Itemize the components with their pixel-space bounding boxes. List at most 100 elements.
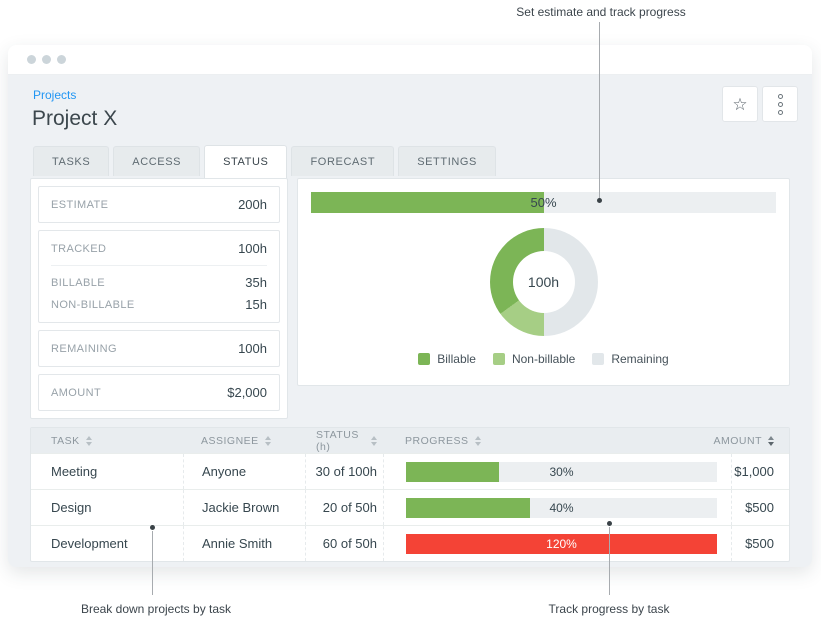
status-cell: 30 of 100h bbox=[305, 454, 383, 489]
assignee-cell: Annie Smith bbox=[183, 526, 305, 561]
status-cell: 60 of 50h bbox=[305, 526, 383, 561]
star-icon: ☆ bbox=[732, 94, 748, 114]
breadcrumb-projects[interactable]: Projects bbox=[33, 88, 77, 102]
remaining-value: 100h bbox=[238, 341, 267, 356]
task-progress-label: 120% bbox=[546, 536, 577, 551]
task-progress-label: 30% bbox=[549, 464, 574, 479]
task-progress-label: 40% bbox=[549, 500, 574, 515]
donut-chart: 100h bbox=[489, 228, 598, 336]
favorite-button[interactable]: ☆ bbox=[722, 86, 758, 122]
tracked-label: TRACKED bbox=[51, 242, 107, 255]
legend-label: Remaining bbox=[611, 352, 669, 366]
billable-value: 35h bbox=[245, 275, 267, 290]
amount-value: $2,000 bbox=[227, 385, 267, 400]
sort-icon bbox=[85, 435, 92, 446]
tasks-table: TASK ASSIGNEE STATUS (h) PROGRESS AMOUNT bbox=[30, 427, 790, 562]
task-progress-fill bbox=[406, 533, 717, 554]
legend-label: Billable bbox=[437, 352, 476, 366]
estimate-label: ESTIMATE bbox=[51, 198, 109, 211]
annotation-track-progress: Track progress by task bbox=[548, 602, 670, 616]
column-label: STATUS (h) bbox=[316, 428, 359, 453]
overall-progress-label: 50% bbox=[530, 195, 557, 210]
column-label: TASK bbox=[51, 434, 80, 447]
stats-panel: ESTIMATE 200h TRACKED 100h BILLABLE 35h bbox=[30, 178, 288, 419]
sort-icon bbox=[474, 435, 481, 446]
estimate-box: ESTIMATE 200h bbox=[38, 186, 280, 223]
task-progress-fill bbox=[406, 497, 531, 518]
column-header-status[interactable]: STATUS (h) bbox=[305, 429, 383, 453]
estimate-value: 200h bbox=[238, 197, 267, 212]
amount-cell: $500 bbox=[731, 526, 789, 561]
overall-progress-fill bbox=[311, 192, 544, 213]
table-row[interactable]: Development Annie Smith 60 of 50h 120% $… bbox=[31, 525, 789, 561]
tracked-box: TRACKED 100h BILLABLE 35h NON-BILLABLE 1… bbox=[38, 230, 280, 323]
column-header-progress[interactable]: PROGRESS bbox=[383, 435, 714, 447]
column-label: ASSIGNEE bbox=[201, 434, 259, 447]
table-row[interactable]: Design Jackie Brown 20 of 50h 40% $500 bbox=[31, 489, 789, 525]
remaining-swatch-icon bbox=[592, 353, 605, 365]
overall-progress-bar: 50% bbox=[311, 192, 776, 213]
page-title: Project X bbox=[32, 107, 118, 130]
donut-center-label: 100h bbox=[512, 251, 575, 313]
window-dot-icon bbox=[57, 55, 66, 64]
task-cell: Meeting bbox=[51, 464, 98, 479]
column-header-assignee[interactable]: ASSIGNEE bbox=[183, 435, 305, 447]
non-billable-label: NON-BILLABLE bbox=[51, 298, 135, 311]
task-cell: Design bbox=[51, 500, 92, 515]
legend-item-billable: Billable bbox=[418, 352, 476, 366]
tab-status[interactable]: STATUS bbox=[204, 145, 288, 178]
annotation-line-bottom-right bbox=[609, 527, 610, 595]
remaining-label: REMAINING bbox=[51, 342, 117, 355]
billable-label: BILLABLE bbox=[51, 276, 105, 289]
amount-cell: $1,000 bbox=[731, 454, 789, 489]
assignee-cell: Jackie Brown bbox=[183, 490, 305, 525]
task-progress-bar: 40% bbox=[406, 497, 717, 518]
assignee-cell: Anyone bbox=[183, 454, 305, 489]
table-header-row: TASK ASSIGNEE STATUS (h) PROGRESS AMOUNT bbox=[31, 428, 789, 453]
progress-cell: 120% bbox=[383, 526, 731, 561]
tab-forecast[interactable]: FORECAST bbox=[291, 146, 395, 176]
annotation-dot-bottom-left bbox=[150, 525, 155, 530]
divider bbox=[51, 265, 267, 266]
app-window: Projects Project X ☆ TASKS ACCESS STATUS… bbox=[8, 45, 812, 567]
non-billable-value: 15h bbox=[245, 297, 267, 312]
annotation-dot-top bbox=[597, 198, 602, 203]
annotation-line-bottom-left bbox=[152, 531, 153, 595]
chart-panel: 50% 100h Billable Non-billable bbox=[297, 178, 790, 386]
task-cell: Development bbox=[51, 536, 128, 551]
amount-cell: $500 bbox=[731, 490, 789, 525]
task-progress-bar: 30% bbox=[406, 461, 717, 482]
kebab-menu-icon bbox=[777, 93, 783, 115]
column-header-amount[interactable]: AMOUNT bbox=[714, 435, 790, 447]
billable-swatch-icon bbox=[418, 353, 431, 365]
task-progress-bar-over-budget: 120% bbox=[406, 533, 717, 554]
table-row[interactable]: Meeting Anyone 30 of 100h 30% $1,000 bbox=[31, 453, 789, 489]
column-header-task[interactable]: TASK bbox=[31, 435, 183, 447]
annotation-set-estimate: Set estimate and track progress bbox=[516, 5, 686, 19]
remaining-box: REMAINING 100h bbox=[38, 330, 280, 367]
amount-label: AMOUNT bbox=[51, 386, 102, 399]
progress-cell: 40% bbox=[383, 490, 731, 525]
annotation-dot-bottom-right bbox=[607, 521, 612, 526]
window-titlebar bbox=[8, 45, 812, 75]
column-label: PROGRESS bbox=[405, 434, 469, 447]
chart-legend: Billable Non-billable Remaining bbox=[311, 352, 776, 366]
amount-box: AMOUNT $2,000 bbox=[38, 374, 280, 411]
task-progress-fill bbox=[406, 461, 500, 482]
sort-icon bbox=[371, 435, 377, 446]
more-options-button[interactable] bbox=[762, 86, 798, 122]
progress-cell: 30% bbox=[383, 454, 731, 489]
window-dot-icon bbox=[27, 55, 36, 64]
tab-settings[interactable]: SETTINGS bbox=[398, 146, 496, 176]
column-label: AMOUNT bbox=[713, 434, 762, 447]
sort-icon bbox=[264, 435, 271, 446]
tab-tasks[interactable]: TASKS bbox=[33, 146, 110, 176]
sort-desc-icon bbox=[768, 435, 774, 446]
status-cell: 20 of 50h bbox=[305, 490, 383, 525]
tab-bar: TASKS ACCESS STATUS FORECAST SETTINGS bbox=[33, 145, 812, 178]
non-billable-swatch-icon bbox=[492, 353, 505, 365]
tab-access[interactable]: ACCESS bbox=[113, 146, 201, 176]
annotation-breakdown-tasks: Break down projects by task bbox=[80, 602, 232, 616]
legend-label: Non-billable bbox=[511, 352, 576, 366]
tracked-value: 100h bbox=[238, 241, 267, 256]
